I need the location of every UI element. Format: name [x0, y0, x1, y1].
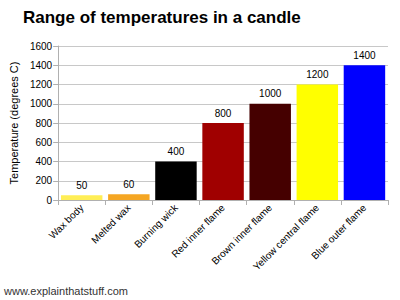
- svg-text:Brown inner flame: Brown inner flame: [209, 202, 275, 267]
- svg-text:50: 50: [76, 180, 88, 191]
- svg-text:800: 800: [35, 118, 52, 129]
- svg-text:800: 800: [215, 108, 232, 119]
- svg-text:0: 0: [47, 195, 53, 206]
- svg-text:Temperature (degrees C): Temperature (degrees C): [8, 62, 20, 185]
- svg-text:Range of temperatures in a can: Range of temperatures in a candle: [23, 8, 301, 27]
- svg-text:1200: 1200: [306, 69, 329, 80]
- svg-text:Wax body: Wax body: [47, 202, 86, 241]
- svg-text:www.explainthatstuff.com: www.explainthatstuff.com: [3, 285, 128, 297]
- svg-text:60: 60: [123, 179, 135, 190]
- svg-text:1600: 1600: [30, 41, 53, 52]
- svg-text:Red inner flame: Red inner flame: [169, 202, 227, 260]
- svg-text:Blue outer flame: Blue outer flame: [309, 202, 369, 262]
- svg-text:400: 400: [168, 146, 185, 157]
- svg-text:Burning wick: Burning wick: [132, 202, 180, 250]
- svg-text:200: 200: [35, 175, 52, 186]
- svg-text:1400: 1400: [30, 60, 53, 71]
- svg-text:Yellow central flame: Yellow central flame: [251, 202, 322, 273]
- svg-text:Melted wax: Melted wax: [89, 202, 132, 245]
- svg-text:1000: 1000: [259, 88, 282, 99]
- svg-text:400: 400: [35, 156, 52, 167]
- svg-text:1000: 1000: [30, 98, 53, 109]
- svg-text:1400: 1400: [353, 50, 376, 61]
- svg-text:1200: 1200: [30, 79, 53, 90]
- svg-text:600: 600: [35, 137, 52, 148]
